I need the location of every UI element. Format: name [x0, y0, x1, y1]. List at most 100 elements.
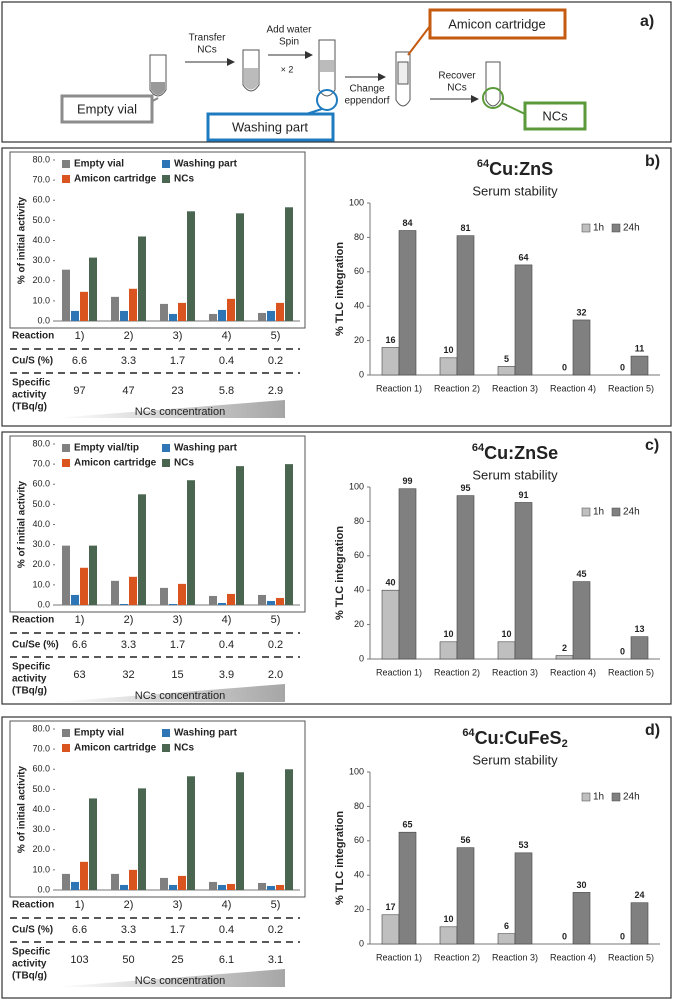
bar [218, 309, 226, 321]
bar [258, 594, 266, 605]
legend-swatch [581, 507, 591, 517]
bar [572, 319, 591, 376]
legend-label: 24h [623, 223, 640, 234]
chart-title: Serum stability [472, 752, 558, 767]
bar [514, 852, 533, 945]
legend-swatch [162, 744, 170, 752]
bar [236, 466, 244, 605]
value-label: 16 [385, 335, 395, 345]
value-label: 81 [460, 223, 470, 233]
bar [80, 567, 88, 605]
bar [497, 933, 516, 945]
y-tick-label: 0 [359, 369, 364, 379]
bar [381, 914, 400, 945]
bar [111, 296, 119, 321]
y-tick-label: 50.0 [32, 784, 50, 794]
tube-contents [244, 68, 258, 90]
highlight-circle [316, 89, 338, 111]
step-label: Spin [279, 37, 299, 48]
title-subscript: 2 [562, 738, 568, 750]
x-tick-label: Reaction 4) [550, 667, 596, 677]
panel-label: b) [645, 153, 660, 170]
y-tick-label: 80 [354, 801, 364, 811]
bar [178, 302, 186, 321]
table-cell: 25 [171, 954, 183, 966]
value-label: 0 [620, 646, 625, 656]
legend-label: 24h [623, 507, 640, 518]
y-axis-label: % of initial activity [17, 196, 28, 284]
value-label: 0 [562, 931, 567, 941]
value-label: 56 [460, 835, 470, 845]
x-tick-label: 2) [124, 330, 134, 342]
value-label: 40 [385, 578, 395, 588]
row-label: Specific [12, 947, 51, 958]
title-superscript: 64 [462, 727, 475, 739]
table-cell: 0.2 [268, 924, 283, 936]
y-tick-label: 80.0 [32, 438, 50, 448]
bar [381, 589, 400, 660]
bar [267, 885, 275, 890]
legend-label: Empty vial [74, 728, 124, 739]
x-tick-label: Reaction 2) [434, 667, 480, 677]
x-tick-label: 1) [75, 330, 85, 342]
bar [160, 303, 168, 321]
bar [138, 236, 146, 321]
table-cell: 3.9 [219, 669, 234, 681]
legend-swatch [62, 744, 70, 752]
y-tick-label: 70.0 [32, 459, 50, 469]
row-label: (TBq/g) [12, 971, 47, 982]
y-tick-label: 60.0 [32, 479, 50, 489]
bar [138, 788, 146, 890]
table-cell: 3.1 [268, 954, 283, 966]
tube [485, 61, 501, 107]
legend-swatch [162, 729, 170, 737]
table-cell: 0.4 [219, 355, 234, 367]
bar [209, 313, 217, 321]
y-tick-label: 40.0 [32, 519, 50, 529]
y-tick-label: 10.0 [32, 864, 50, 874]
tube-contents [320, 60, 334, 72]
legend-label: NCs [174, 743, 194, 754]
y-tick-label: 30.0 [32, 539, 50, 549]
value-label: 84 [402, 218, 412, 228]
box-label: NCs [542, 108, 568, 123]
x-axis-label: Reaction [12, 615, 54, 626]
table-cell: 15 [171, 669, 183, 681]
bar [630, 636, 649, 660]
bar [187, 211, 195, 321]
y-tick-label: 20.0 [32, 844, 50, 854]
bar [236, 213, 244, 321]
y-tick-label: 30.0 [32, 824, 50, 834]
cartridge [397, 61, 409, 85]
gradient-wedge [55, 684, 285, 702]
table-cell: 0.4 [219, 639, 234, 651]
bar [169, 313, 177, 321]
legend-swatch [162, 459, 170, 467]
x-tick-label: Reaction 5) [608, 952, 654, 962]
row-label: activity [12, 959, 47, 970]
bar [218, 884, 226, 890]
y-tick-label: 40 [354, 585, 364, 595]
legend-swatch [581, 223, 591, 233]
bar [630, 902, 649, 945]
y-tick-label: 100 [349, 766, 364, 776]
legend-swatch [162, 444, 170, 452]
bar [236, 772, 244, 890]
x-tick-label: Reaction 4) [550, 383, 596, 393]
bar [178, 875, 186, 890]
title-formula: Cu:ZnSe [484, 443, 558, 463]
bar [120, 310, 128, 321]
bar [497, 641, 516, 660]
x-tick-label: Reaction 3) [492, 383, 538, 393]
bar [285, 464, 293, 605]
y-tick-label: 50.0 [32, 499, 50, 509]
title-formula: Cu:CuFeS [475, 728, 562, 748]
value-label: 13 [634, 624, 644, 634]
bar [227, 883, 235, 890]
y-tick-label: 100 [349, 481, 364, 491]
y-tick-label: 20.0 [32, 275, 50, 285]
value-label: 53 [518, 840, 528, 850]
table-cell: 0.2 [268, 355, 283, 367]
